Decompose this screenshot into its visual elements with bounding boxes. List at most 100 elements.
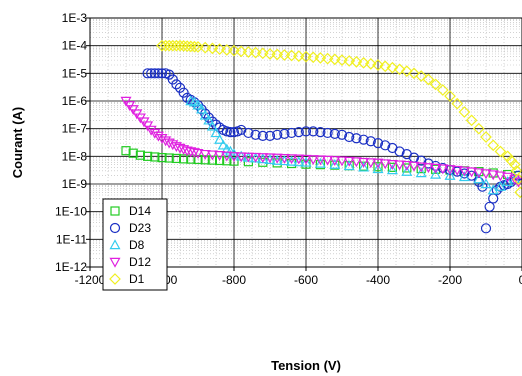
data-point-d12 — [235, 152, 247, 163]
data-point-d23 — [308, 126, 319, 137]
data-point-d12 — [379, 159, 391, 170]
x-tick-label: -400 — [366, 273, 390, 287]
data-point-d12 — [185, 147, 197, 158]
data-point-d8 — [314, 157, 326, 168]
data-point-d12 — [250, 152, 262, 163]
data-point-d1 — [494, 145, 507, 158]
data-point-d12 — [394, 160, 406, 171]
data-point-d1 — [364, 58, 377, 70]
data-point-d1 — [264, 48, 276, 60]
data-point-d12 — [494, 171, 506, 182]
data-point-d1 — [271, 48, 284, 61]
data-point-d1 — [350, 56, 363, 68]
y-tick-label: 1E-12 — [55, 260, 87, 274]
data-point-d1 — [343, 55, 356, 67]
data-point-d12 — [408, 161, 420, 172]
data-point-d12 — [214, 150, 226, 161]
data-point-d8 — [343, 160, 355, 171]
x-tick-label: 0 — [519, 273, 522, 287]
data-point-d14 — [215, 155, 225, 166]
data-point-d12 — [365, 158, 377, 169]
y-tick-label: 1E-9 — [62, 177, 88, 191]
data-point-d8 — [203, 114, 215, 125]
x-axis-title: Tension (V) — [271, 358, 341, 373]
data-point-d12 — [188, 148, 200, 159]
data-point-d12 — [502, 172, 514, 183]
data-point-d23 — [315, 127, 326, 138]
data-point-d12 — [149, 128, 161, 139]
data-point-d12 — [372, 158, 384, 169]
data-point-d12 — [451, 165, 463, 176]
data-point-d23 — [149, 68, 160, 79]
data-point-d1 — [199, 41, 212, 54]
data-point-d23 — [243, 127, 254, 139]
data-point-d12 — [278, 153, 290, 164]
data-point-d1 — [393, 63, 406, 76]
data-point-d8 — [199, 109, 211, 120]
data-point-d14 — [157, 152, 167, 163]
data-point-d12 — [145, 125, 157, 136]
data-point-d14 — [315, 160, 325, 170]
legend-marker-d23 — [109, 222, 121, 234]
data-point-d12 — [242, 152, 254, 163]
y-axis-title: Courant (A) — [10, 107, 25, 179]
data-point-d12 — [336, 156, 348, 167]
data-point-d12 — [386, 159, 398, 170]
data-point-d12 — [444, 165, 456, 176]
data-point-d1 — [415, 70, 428, 82]
data-point-d1 — [400, 65, 413, 77]
data-point-d12 — [192, 148, 204, 159]
data-point-d23 — [300, 126, 312, 137]
series-d1 — [156, 39, 522, 199]
data-point-d1 — [242, 46, 255, 58]
data-point-d14 — [373, 162, 383, 172]
data-point-d8 — [264, 154, 276, 164]
data-point-d23 — [178, 87, 189, 98]
data-point-d12 — [167, 140, 179, 151]
data-point-d12 — [181, 146, 193, 157]
data-point-d14 — [128, 148, 138, 158]
data-point-d8 — [487, 184, 499, 195]
y-tick-label: 1E-3 — [62, 11, 88, 25]
data-point-d23 — [228, 127, 240, 138]
data-point-d1 — [174, 39, 186, 52]
data-point-d1 — [379, 60, 392, 73]
data-point-d8 — [430, 168, 442, 179]
data-point-d1 — [458, 106, 471, 118]
data-point-d8 — [210, 127, 222, 138]
data-point-d8 — [502, 176, 514, 187]
legend-label-d8: D8 — [129, 238, 145, 252]
data-point-d12 — [437, 164, 449, 175]
y-tick-label: 1E-6 — [62, 94, 88, 108]
data-point-d1 — [451, 97, 464, 110]
data-point-d8 — [196, 103, 208, 114]
data-point-d12 — [307, 155, 319, 166]
data-point-d1 — [472, 122, 485, 135]
data-point-d8 — [444, 169, 456, 180]
data-point-d8 — [217, 139, 229, 150]
data-point-d14 — [171, 153, 181, 164]
data-point-d23 — [279, 128, 290, 139]
legend-label-d1: D1 — [129, 272, 145, 286]
data-point-d12 — [257, 153, 269, 164]
series-layer — [120, 39, 522, 234]
data-point-d1 — [480, 131, 492, 143]
x-tick-label: -600 — [294, 273, 318, 287]
data-point-d8 — [228, 148, 240, 159]
x-tick-label: -200 — [438, 273, 462, 287]
data-point-d14 — [143, 151, 153, 161]
data-point-d1 — [256, 47, 269, 60]
data-point-d1 — [181, 40, 194, 53]
data-point-d1 — [220, 44, 233, 56]
data-point-d8 — [415, 167, 427, 178]
data-point-d12 — [343, 156, 355, 167]
data-point-d23 — [153, 68, 164, 79]
data-point-d23 — [365, 136, 376, 147]
data-point-d8 — [271, 154, 283, 165]
data-point-d8 — [358, 161, 370, 172]
data-point-d12 — [174, 143, 186, 154]
data-point-d12 — [170, 142, 182, 153]
data-point-d23 — [329, 128, 340, 139]
data-point-d1 — [514, 186, 522, 199]
data-point-d1 — [249, 46, 262, 59]
